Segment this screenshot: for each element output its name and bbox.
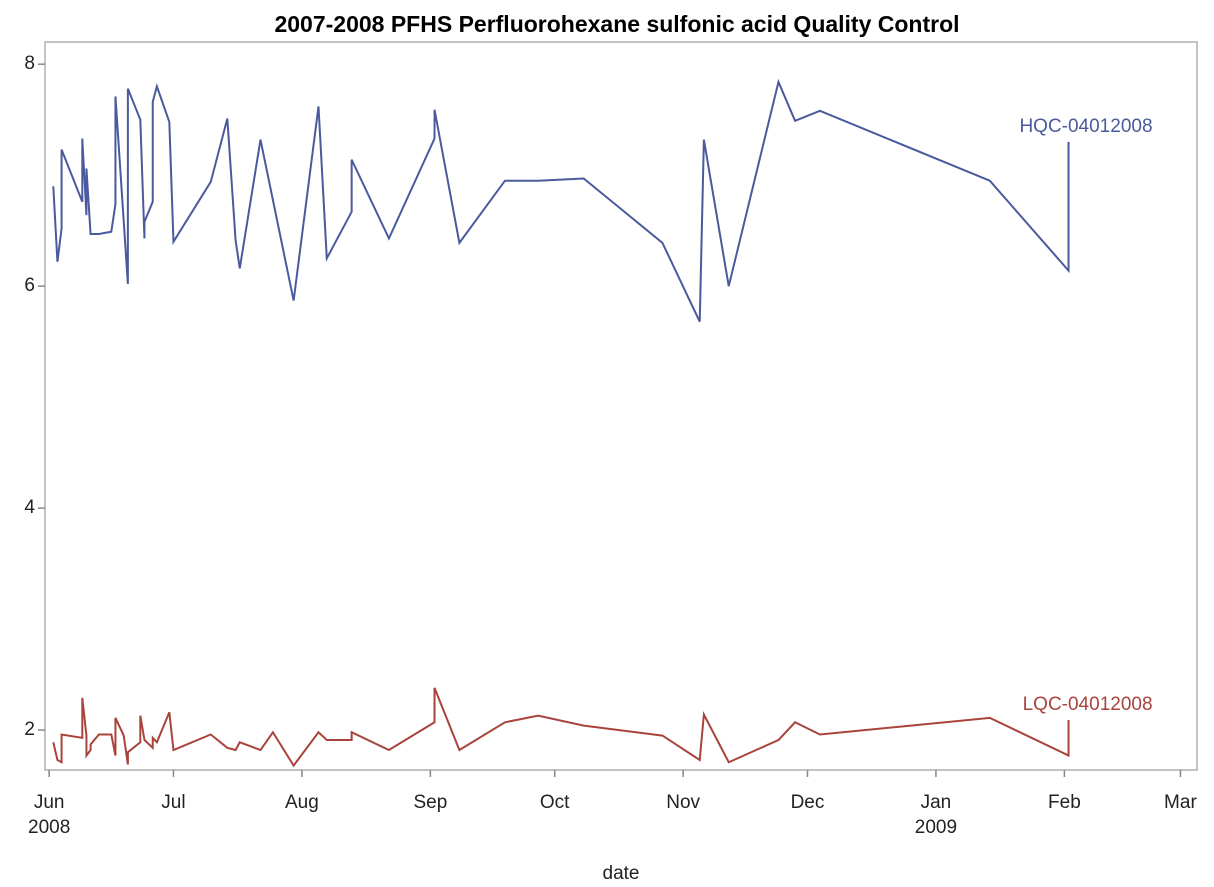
series-label: LQC-04012008 bbox=[1023, 694, 1153, 715]
plot-frame bbox=[44, 41, 1198, 771]
x-tick-label: Jan bbox=[921, 792, 952, 813]
x-tick-year: 2008 bbox=[28, 817, 70, 838]
x-tick-label: Sep bbox=[413, 792, 447, 813]
series-line bbox=[52, 78, 1070, 323]
x-tick-label: Dec bbox=[791, 792, 825, 813]
chart-title: 2007-2008 PFHS Perfluorohexane sulfonic … bbox=[274, 11, 959, 37]
y-tick-label: 6 bbox=[24, 275, 35, 296]
x-tick-label: Feb bbox=[1048, 792, 1081, 813]
x-tick-label: Jul bbox=[161, 792, 185, 813]
y-tick-label: 2 bbox=[24, 719, 35, 740]
x-tick-year: 2009 bbox=[915, 817, 957, 838]
series-line bbox=[52, 687, 1070, 768]
x-tick-label: Jun bbox=[34, 792, 65, 813]
series-label: HQC-04012008 bbox=[1019, 116, 1152, 137]
y-tick-label: 8 bbox=[24, 53, 35, 74]
x-tick-label: Aug bbox=[285, 792, 319, 813]
y-tick-label: 4 bbox=[24, 497, 35, 518]
x-tick-label: Mar bbox=[1164, 792, 1197, 813]
x-axis-label: date bbox=[603, 863, 640, 884]
x-tick-label: Nov bbox=[666, 792, 700, 813]
x-tick-label: Oct bbox=[540, 792, 570, 813]
